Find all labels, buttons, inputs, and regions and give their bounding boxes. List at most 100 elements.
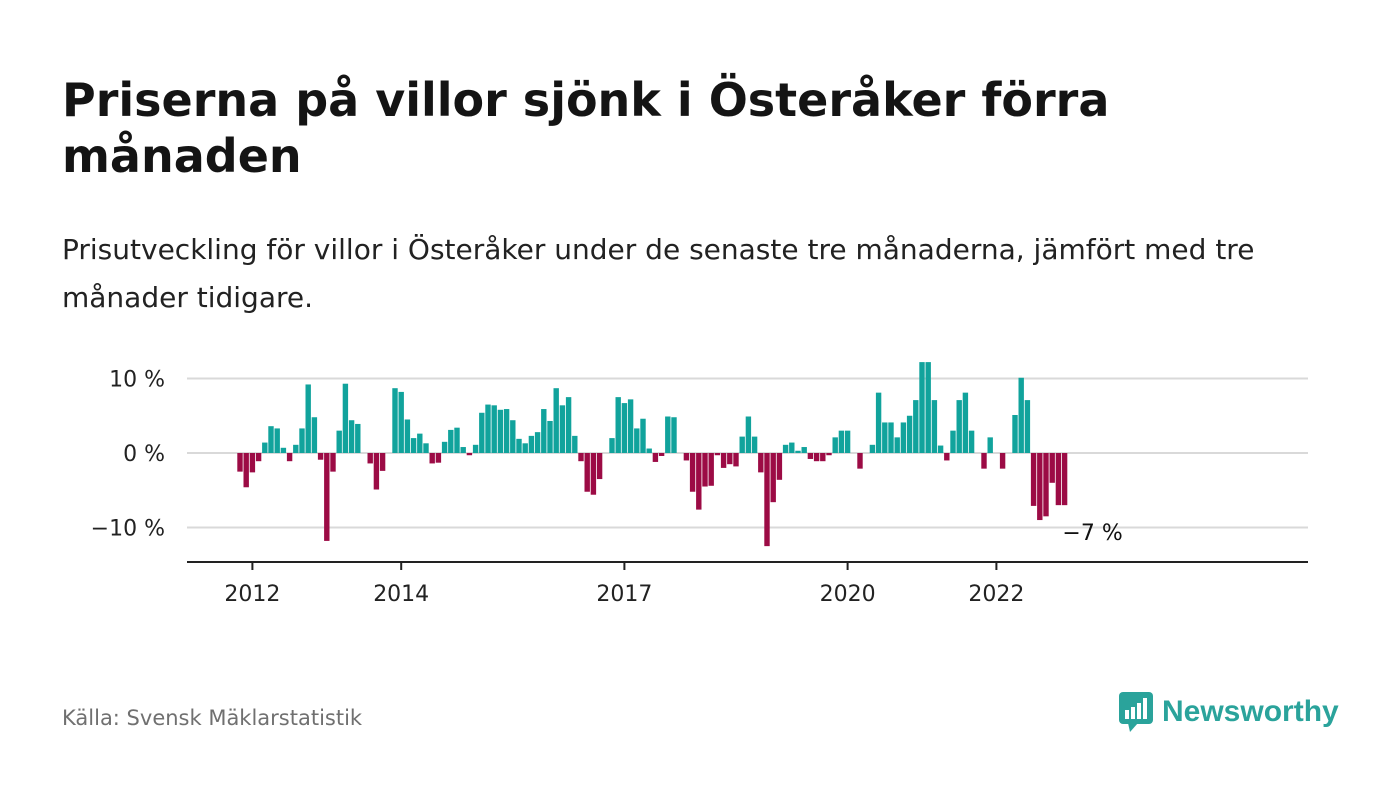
bar: [795, 450, 801, 453]
bar: [609, 438, 615, 453]
bar: [479, 412, 485, 453]
bar: [559, 405, 566, 453]
bar: [280, 447, 287, 453]
bar: [894, 437, 900, 454]
bar: [906, 415, 913, 453]
bar: [435, 453, 442, 463]
bar: [398, 391, 404, 453]
bar: [1049, 453, 1055, 483]
bar: [348, 420, 355, 453]
bar: [596, 453, 603, 480]
bar: [503, 409, 510, 454]
bar: [324, 453, 330, 541]
bar: [417, 433, 423, 453]
bars: [237, 362, 1068, 547]
bar: [1061, 453, 1068, 506]
bar: [249, 453, 256, 473]
bar: [764, 453, 770, 547]
bar: [590, 453, 597, 495]
bar: [274, 428, 280, 454]
x-tick-label: 2014: [373, 582, 429, 607]
bar: [640, 418, 646, 453]
bar: [745, 416, 752, 454]
bar: [237, 453, 243, 472]
bar-chart-speech-bubble-icon: [1119, 692, 1153, 732]
bar: [944, 453, 950, 461]
y-tick-label: 0 %: [123, 442, 165, 467]
bar: [448, 429, 454, 453]
bar: [565, 397, 572, 454]
bar: [1037, 453, 1043, 521]
bar: [689, 453, 696, 492]
bar: [925, 362, 931, 453]
y-tick-label: −10 %: [91, 517, 165, 542]
bar: [299, 428, 305, 454]
x-tick-label: 2022: [968, 582, 1024, 607]
bar: [355, 423, 361, 453]
bar: [739, 436, 745, 453]
bar: [572, 435, 578, 453]
bar: [373, 453, 380, 490]
bar: [869, 444, 876, 454]
bar: [770, 453, 776, 503]
bar: [262, 442, 268, 453]
bar: [813, 453, 820, 462]
bar: [441, 441, 448, 453]
x-tick-label: 2012: [224, 582, 280, 607]
bar: [1055, 453, 1062, 506]
bar: [485, 404, 491, 453]
bar: [472, 444, 479, 454]
chart-subtitle: Prisutveckling för villor i Österåker un…: [62, 233, 1255, 314]
bar: [758, 453, 764, 473]
bar: [658, 453, 665, 456]
bar: [776, 453, 783, 480]
bar: [962, 392, 969, 453]
bar: [789, 442, 795, 453]
bar: [919, 362, 925, 453]
bar: [1043, 453, 1049, 517]
bar: [696, 453, 702, 510]
bar: [708, 453, 714, 486]
y-tick-label: 10 %: [109, 368, 165, 393]
bar: [950, 430, 956, 453]
newsworthy-logo: Newsworthy: [1118, 690, 1339, 734]
brand-name: Newsworthy: [1162, 695, 1339, 728]
bar: [392, 388, 398, 453]
bar: [807, 453, 814, 459]
chart-title: Priserna på villor sjönk i Österåker för…: [62, 73, 1110, 183]
bar: [621, 403, 628, 453]
bar: [522, 443, 528, 453]
bar: [671, 417, 677, 453]
bar: [801, 447, 807, 453]
bar: [330, 453, 336, 472]
bar: [305, 384, 311, 453]
bar: [646, 448, 652, 453]
bar: [584, 453, 590, 492]
x-tick-label: 2020: [820, 582, 876, 607]
bar: [652, 453, 659, 462]
bar: [268, 426, 274, 453]
bar: [702, 453, 708, 487]
bar: [782, 444, 789, 454]
bar: [367, 453, 373, 464]
bar: [547, 420, 553, 453]
bar: [931, 400, 938, 453]
bar: [987, 437, 993, 454]
bar: [1018, 377, 1024, 453]
bar: [826, 453, 832, 456]
bar: [875, 392, 882, 453]
bar: [553, 388, 559, 453]
bar: [286, 453, 293, 462]
bar: [317, 453, 324, 460]
bar: [466, 453, 473, 456]
bar: [534, 432, 541, 453]
bar: [615, 397, 621, 454]
bar: [454, 427, 460, 453]
bar: [838, 430, 845, 453]
bar: [528, 435, 535, 453]
bar: [578, 453, 584, 462]
bar: [410, 438, 417, 453]
bar: [634, 428, 640, 454]
bar: [404, 419, 411, 453]
